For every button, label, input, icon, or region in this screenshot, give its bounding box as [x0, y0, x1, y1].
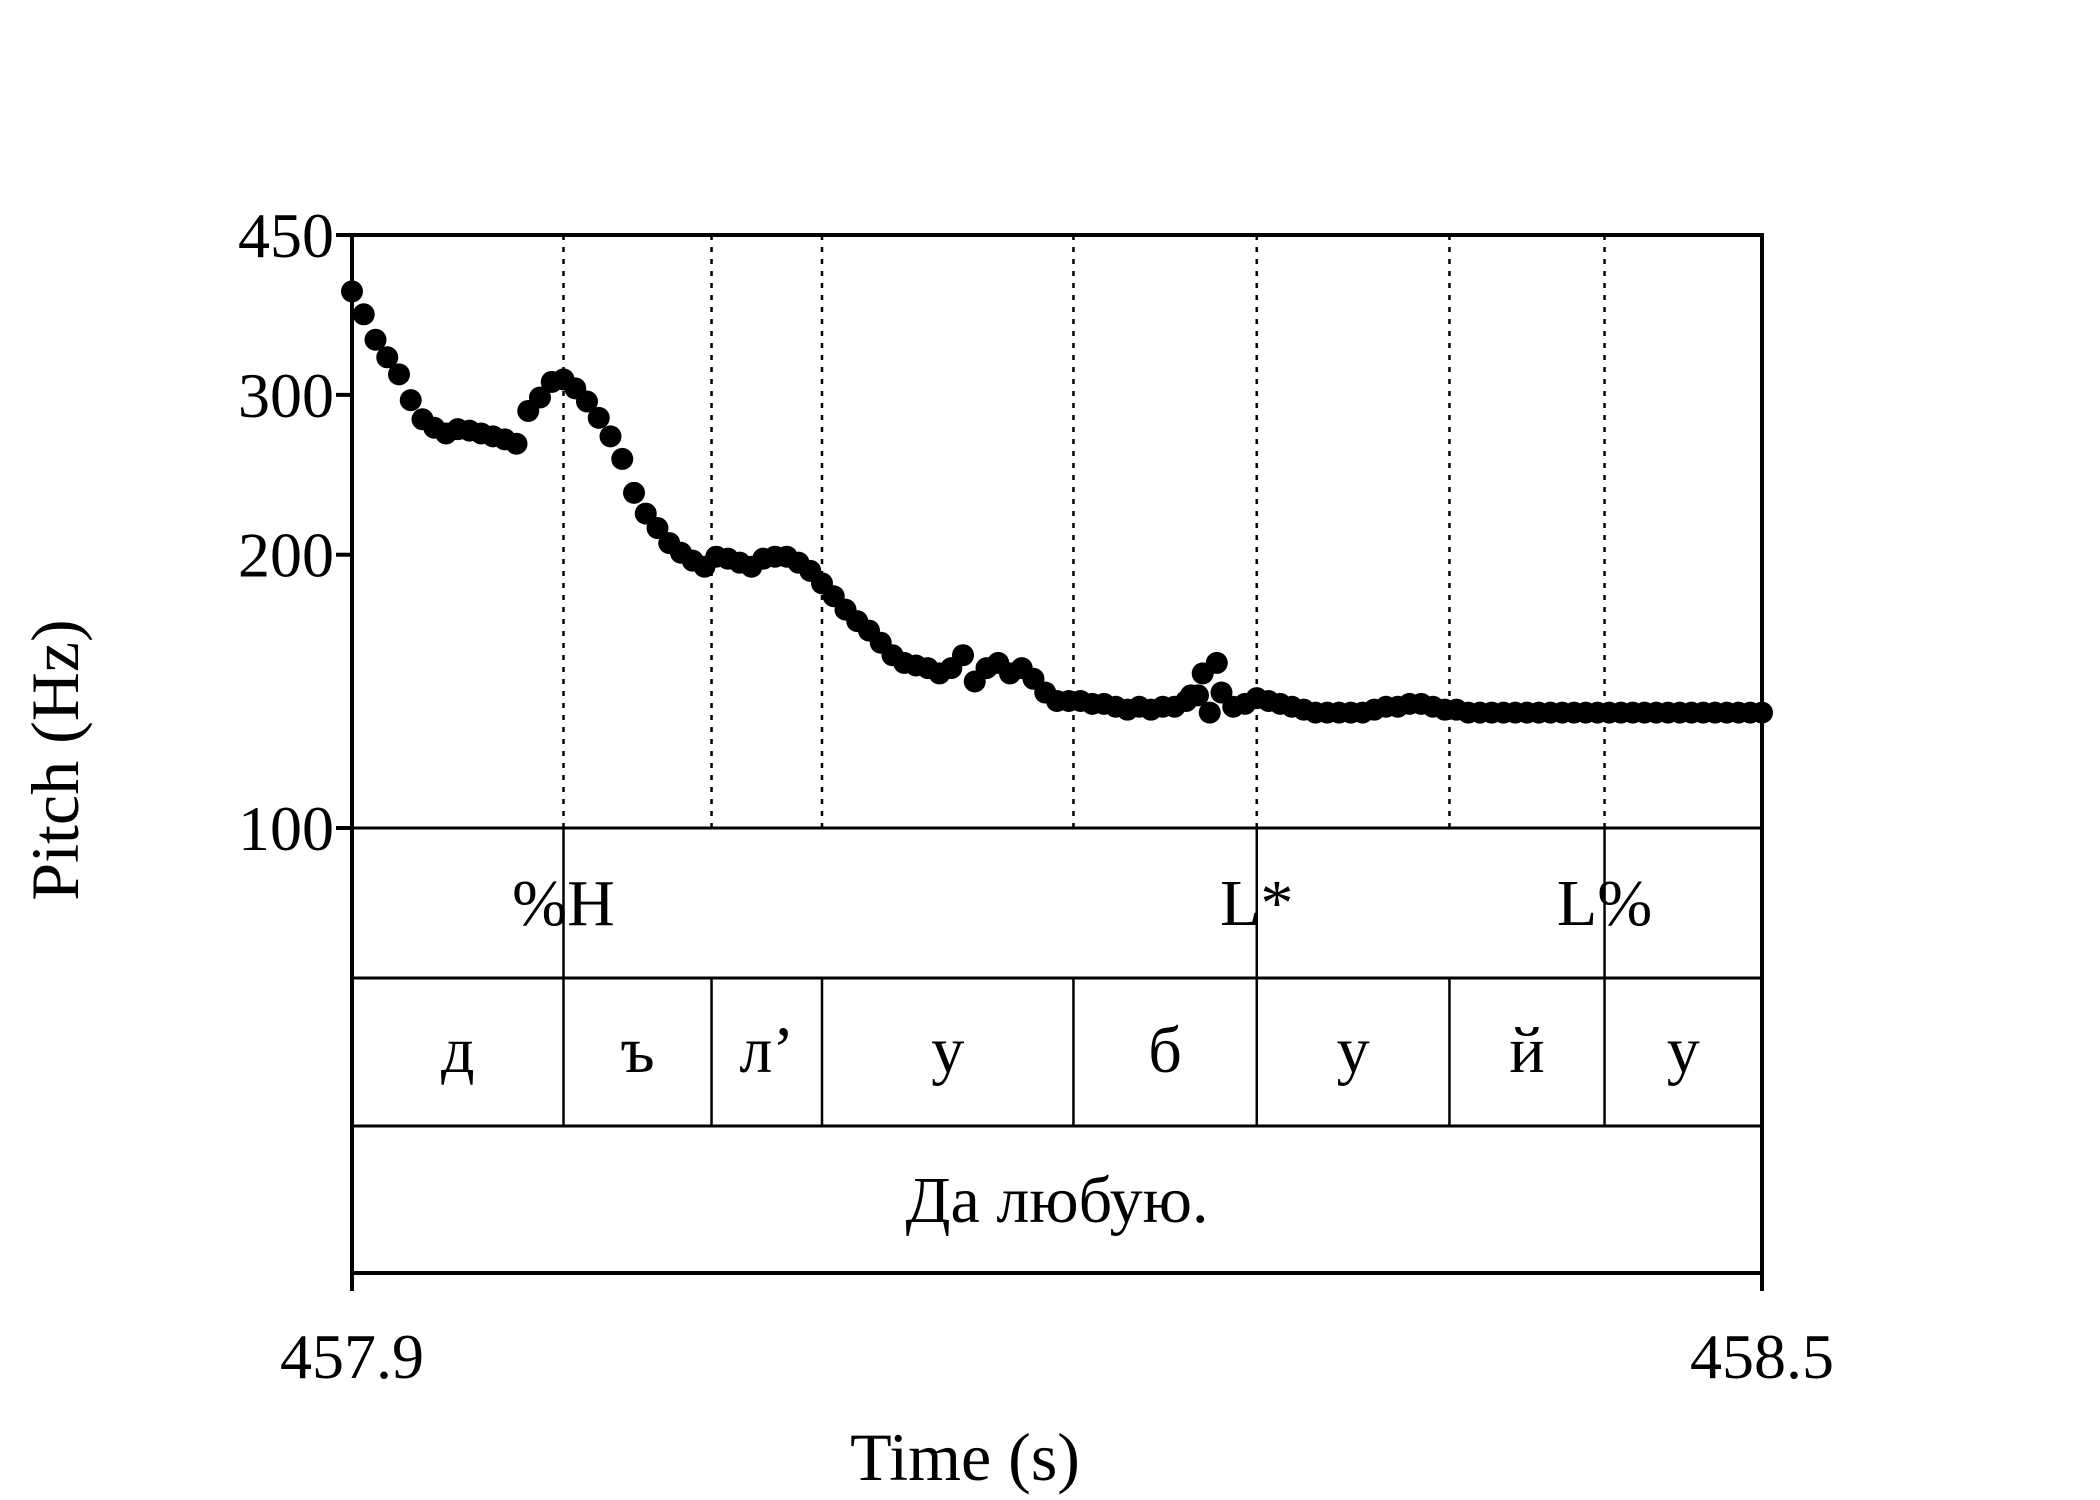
pitch-point [399, 389, 422, 412]
segment-label: ъ [620, 1014, 654, 1087]
tier-grid [562, 235, 1606, 1126]
pitch-point [646, 517, 669, 540]
segment-label: у [931, 1014, 964, 1087]
sentence-label: Да любую. [906, 1164, 1209, 1237]
segment-label: у [1667, 1014, 1700, 1087]
pitch-point [364, 328, 387, 351]
y-tick-label: 100 [238, 793, 334, 864]
tone-label: L* [1220, 867, 1293, 940]
y-axis-label: Pitch (Hz) [17, 619, 93, 900]
pitch-point [376, 346, 399, 369]
pitch-point [952, 644, 974, 667]
x-tick-label: 457.9 [280, 1321, 424, 1392]
y-tick-label: 450 [238, 200, 334, 271]
x-tick-label: 458.5 [1690, 1321, 1834, 1392]
segment-label: д [441, 1014, 475, 1087]
pitch-point [505, 432, 528, 455]
pitch-point [611, 447, 634, 470]
segment-label: б [1148, 1014, 1182, 1087]
segment-label: й [1509, 1014, 1544, 1087]
pitch-point [352, 303, 375, 326]
pitch-point [1205, 651, 1228, 674]
y-tick-label: 300 [238, 360, 334, 431]
annotation-tiers: %H L* L% д ъ л’ у б у й у Да любую. [352, 826, 1762, 1237]
y-tick-label: 200 [238, 520, 334, 591]
pitch-point [529, 386, 551, 409]
plot-frame [350, 233, 1764, 1275]
pitch-point [623, 481, 645, 504]
pitch-point [587, 406, 610, 429]
segment-label: у [1337, 1014, 1370, 1087]
pitch-point [1179, 684, 1202, 707]
pitch-point [388, 363, 410, 386]
tone-label: %H [512, 867, 615, 940]
pitch-point [1198, 701, 1221, 724]
x-axis-label: Time (s) [850, 1419, 1080, 1495]
axes: 450 300 200 100 457.9 458.5 [238, 200, 1834, 1392]
pitch-points [341, 280, 1773, 724]
tone-label: L% [1557, 867, 1652, 940]
segment-label: л’ [739, 1014, 794, 1087]
pitch-point [599, 425, 622, 448]
pitch-point [576, 390, 598, 413]
